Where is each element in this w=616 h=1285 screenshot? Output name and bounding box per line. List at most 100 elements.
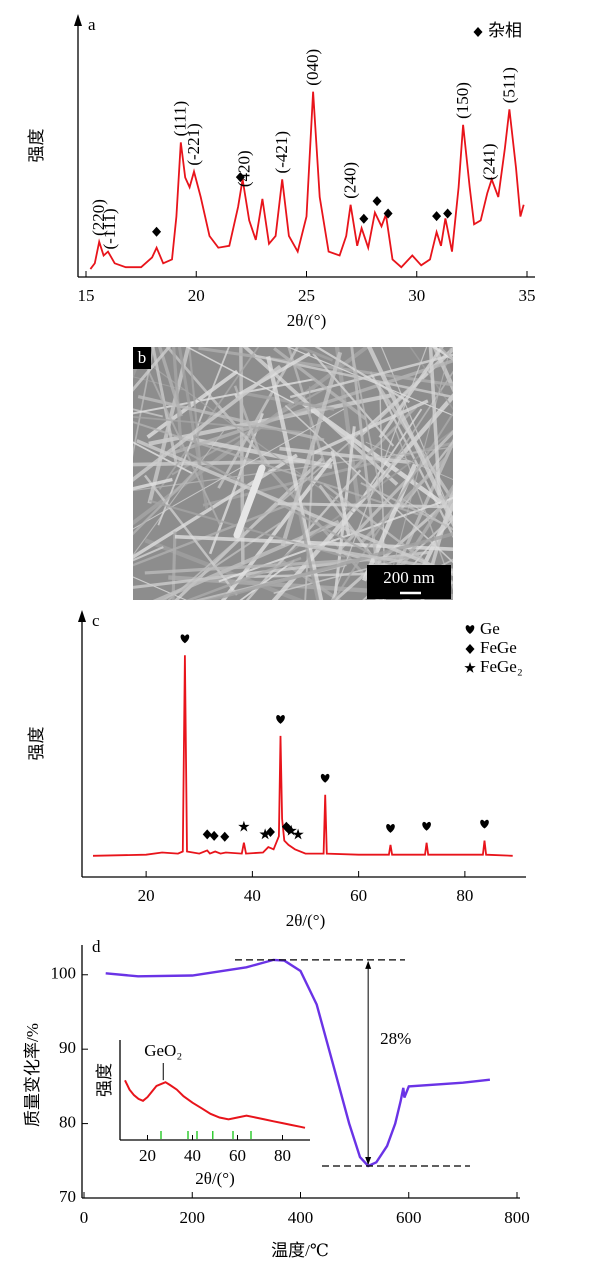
star-marker: [259, 828, 271, 840]
x-tick-label: 0: [80, 1208, 89, 1227]
nanowire: [198, 347, 453, 387]
nanowire: [254, 354, 453, 399]
diamond-marker: [235, 172, 245, 183]
peak-label: (420): [235, 150, 254, 187]
nanowire: [428, 347, 442, 496]
nanowire: [374, 558, 453, 600]
x-tick-label: 35: [519, 286, 536, 305]
y-axis-arrow: [74, 14, 82, 26]
heart-marker: [480, 819, 489, 829]
nanowire: [366, 370, 453, 502]
x-tick-label: 15: [78, 286, 95, 305]
peak-label: (-221): [184, 123, 203, 165]
nanowire: [334, 347, 361, 507]
x-tick-label: 40: [184, 1146, 201, 1165]
nanowire: [369, 371, 453, 539]
nanowire: [335, 429, 453, 555]
nanowire: [133, 378, 315, 415]
nanowire: [185, 347, 295, 404]
x-tick-label: 600: [396, 1208, 422, 1227]
inset-annotation: GeO₂: [144, 1041, 182, 1060]
nanowire: [137, 394, 325, 442]
diamond-marker: [383, 208, 393, 219]
arrow-head: [365, 960, 372, 969]
nanowire: [177, 347, 209, 509]
x-tick-label: 60: [229, 1146, 246, 1165]
peak-label: (241): [479, 143, 498, 180]
heart-marker: [276, 715, 285, 724]
panel-label: b: [138, 348, 147, 367]
nanowire: [133, 546, 164, 562]
diamond-marker: [152, 226, 162, 237]
nanowire: [273, 429, 453, 566]
x-axis-label: 温度/℃: [271, 1241, 329, 1260]
nanowire: [133, 347, 155, 458]
x-tick-label: 25: [298, 286, 315, 305]
x-tick-label: 800: [504, 1208, 530, 1227]
diamond-marker: [209, 830, 219, 841]
diamond-marker: [473, 27, 483, 37]
nanowire: [133, 364, 282, 482]
x-tick-label: 400: [288, 1208, 314, 1227]
nanowire: [133, 415, 304, 434]
diamond-marker: [432, 211, 442, 222]
y-axis-arrow: [78, 610, 86, 622]
x-tick-label: 60: [350, 886, 367, 905]
diamond-marker: [465, 644, 475, 654]
nanowire: [280, 351, 343, 547]
nanowire: [133, 408, 163, 418]
span-label: 28%: [380, 1029, 411, 1048]
nanowire: [330, 450, 351, 537]
nanowire: [185, 556, 302, 600]
star-marker: [292, 828, 304, 840]
nanowire: [133, 428, 226, 556]
nanowire: [358, 347, 453, 437]
y-tick-label: 100: [51, 964, 77, 983]
nanowire: [360, 482, 453, 531]
nanowire: [133, 477, 173, 491]
y-axis-label: 强度: [95, 1063, 114, 1097]
star-marker: [464, 662, 476, 673]
nanowire: [174, 534, 453, 552]
nanowire: [277, 502, 447, 509]
diamond-marker: [265, 826, 275, 837]
x-tick-label: 80: [274, 1146, 291, 1165]
nanowire: [242, 391, 335, 411]
heart-marker: [465, 625, 475, 634]
nanowire: [312, 352, 395, 447]
nanowire: [271, 393, 453, 600]
peak-label: (-421): [272, 131, 291, 173]
nanowire: [273, 347, 367, 421]
nanowire: [350, 347, 384, 502]
nanowire: [381, 517, 453, 600]
nanowire: [309, 399, 429, 456]
nanowire: [279, 446, 411, 465]
panel-label: d: [92, 937, 101, 956]
peak-label: (150): [453, 82, 472, 119]
nanowire: [158, 347, 183, 417]
diamond-marker: [202, 829, 212, 840]
heart-marker: [180, 634, 190, 644]
legend-label: Ge: [480, 619, 500, 638]
peak-label: (111): [171, 101, 190, 137]
bright-nanowire: [233, 464, 266, 539]
nanowire: [146, 369, 239, 439]
star-marker: [238, 820, 250, 832]
x-tick-label: 20: [138, 886, 155, 905]
legend-label: FeGe₂: [480, 657, 523, 676]
y-tick-label: 80: [59, 1112, 76, 1131]
x-tick-label: 200: [180, 1208, 206, 1227]
y-tick-label: 90: [59, 1038, 76, 1057]
nanowire: [133, 347, 172, 392]
x-tick-label: 20: [139, 1146, 156, 1165]
scale-bar-label: 200 nm: [383, 568, 434, 587]
nanowire: [378, 484, 453, 600]
nanowire: [380, 347, 453, 520]
arrow-head: [365, 1157, 372, 1166]
nanowire: [366, 347, 453, 528]
y-tick-label: 70: [59, 1187, 76, 1206]
xrd-curve: [89, 91, 525, 270]
nanowire: [360, 456, 448, 543]
x-tick-label: 20: [188, 286, 205, 305]
x-tick-label: 40: [244, 886, 261, 905]
